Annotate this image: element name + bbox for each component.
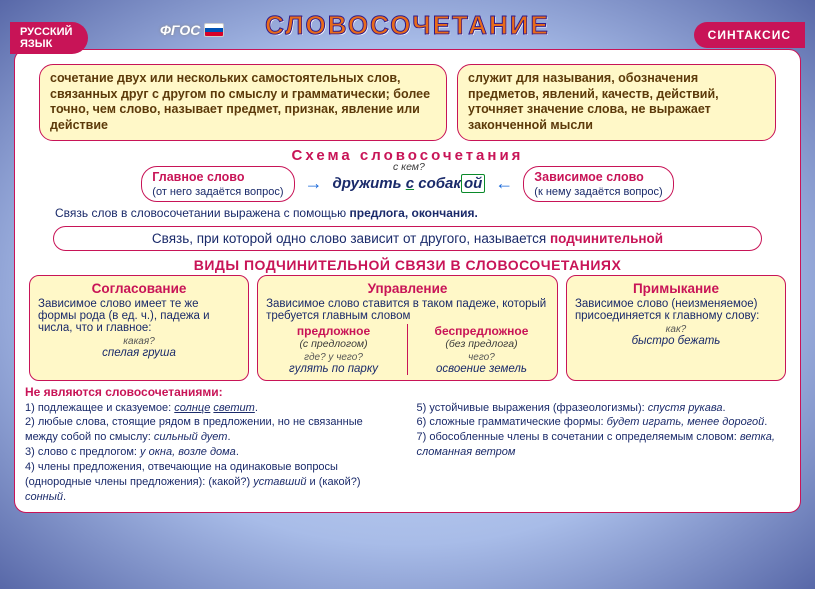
not-item: 5) устойчивые выражения (фразеологизмы):… xyxy=(417,401,791,416)
subject-badge: РУССКИЙ ЯЗЫК xyxy=(10,22,88,54)
fgos-badge: ФГОС xyxy=(160,22,224,38)
example-phrase: с кем? дружить с собакой xyxy=(333,175,486,192)
scheme-row: Главное слово (от него задаётся вопрос) … xyxy=(25,166,790,202)
flag-icon xyxy=(204,23,224,37)
main-card: сочетание двух или нескольких самостояте… xyxy=(14,49,801,513)
arrow-left-icon: ← xyxy=(495,173,513,194)
not-item: 3) слово с предлогом: у окна, возле дома… xyxy=(25,445,399,460)
agree-title: Согласование xyxy=(38,281,240,296)
fgos-label: ФГОС xyxy=(160,22,200,38)
govern-title: Управление xyxy=(266,281,549,296)
adjoin-desc: Зависимое слово (неизменяемое) присоедин… xyxy=(575,298,777,322)
subject-line1: РУССКИЙ xyxy=(20,26,72,38)
govern-ex1: где? у чего? гулять по парку xyxy=(266,352,401,375)
not-item: 6) сложные грамматические формы: будет и… xyxy=(417,415,791,430)
types-row: Согласование Зависимое слово имеет те же… xyxy=(29,275,786,381)
not-col-left: 1) подлежащее и сказуемое: солнце светит… xyxy=(25,401,399,505)
main-word-label: Главное слово xyxy=(152,170,244,184)
types-title: ВИДЫ ПОДЧИНИТЕЛЬНОЙ СВЯЗИ В СЛОВОСОЧЕТАН… xyxy=(25,257,790,273)
dep-word-note: (к нему задаётся вопрос) xyxy=(534,186,662,198)
govern-ex2: чего? освоение земель xyxy=(414,352,549,375)
definition-box-1: сочетание двух или нескольких самостояте… xyxy=(39,64,447,141)
arrow-right-icon: → xyxy=(305,173,323,194)
adjoin-title: Примыкание xyxy=(575,281,777,296)
agree-example: какая? спелая груша xyxy=(38,336,240,359)
type-agreement: Согласование Зависимое слово имеет те же… xyxy=(29,275,249,381)
dep-word-pill: Зависимое слово (к нему задаётся вопрос) xyxy=(523,166,673,202)
not-col-right: 5) устойчивые выражения (фразеологизмы):… xyxy=(417,401,791,505)
scheme-footer: Связь слов в словосочетании выражена с п… xyxy=(55,206,760,220)
subject-line2: ЯЗЫК xyxy=(20,38,72,50)
page-title: СЛОВОСОЧЕТАНИЕ xyxy=(0,10,815,41)
subordination-banner: Связь, при которой одно слово зависит от… xyxy=(53,226,762,251)
govern-desc: Зависимое слово ставится в таком падеже,… xyxy=(266,298,549,322)
dep-word-label: Зависимое слово xyxy=(534,170,643,184)
agree-desc: Зависимое слово имеет те же формы рода (… xyxy=(38,298,240,334)
govern-sub2-note: (без предлога) xyxy=(414,338,549,350)
not-title: Не являются словосочетаниями: xyxy=(25,385,790,399)
definition-box-2: служит для называния, обозначения предме… xyxy=(457,64,776,141)
not-item: 1) подлежащее и сказуемое: солнце светит… xyxy=(25,401,399,416)
govern-sub1: предложное xyxy=(266,324,401,338)
not-item: 4) члены предложения, отвечающие на один… xyxy=(25,460,399,505)
main-word-pill: Главное слово (от него задаётся вопрос) xyxy=(141,166,294,202)
adjoin-example: как? быстро бежать xyxy=(575,324,777,347)
not-item: 7) обособленные члены в сочетании с опре… xyxy=(417,430,791,460)
type-adjoining: Примыкание Зависимое слово (неизменяемое… xyxy=(566,275,786,381)
section-badge: СИНТАКСИС xyxy=(694,22,805,48)
type-government: Управление Зависимое слово ставится в та… xyxy=(257,275,558,381)
main-word-note: (от него задаётся вопрос) xyxy=(152,186,283,198)
not-list: 1) подлежащее и сказуемое: солнце светит… xyxy=(25,401,790,505)
question-label: с кем? xyxy=(393,161,425,173)
govern-sub1-note: (с предлогом) xyxy=(266,338,401,350)
govern-sub2: беспредложное xyxy=(414,324,549,338)
not-item: 2) любые слова, стоящие рядом в предложе… xyxy=(25,415,399,445)
